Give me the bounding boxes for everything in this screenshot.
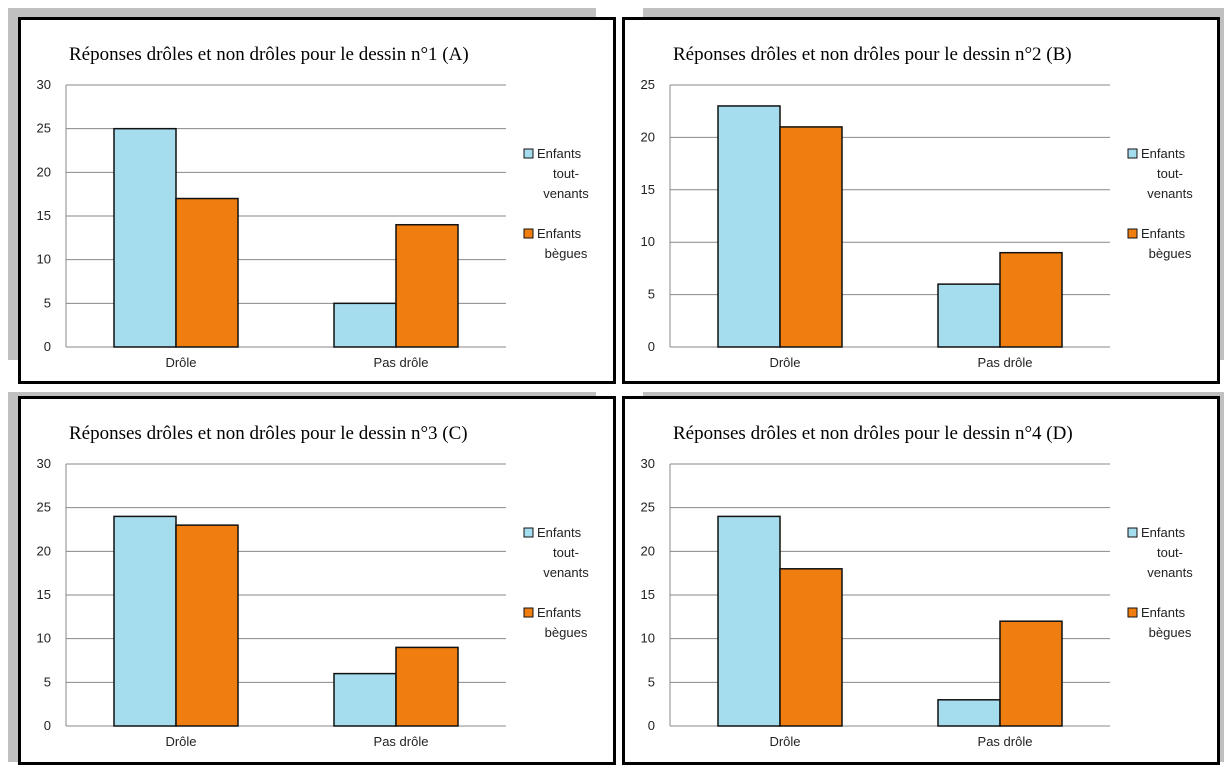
- y-tick-label: 5: [44, 295, 51, 310]
- legend-swatch: [523, 148, 534, 159]
- chart-panel-4: Réponses drôles et non drôles pour le de…: [622, 396, 1220, 765]
- y-tick-label: 25: [37, 500, 51, 515]
- bar-begues: [395, 223, 459, 348]
- y-tick-label: 0: [44, 339, 51, 354]
- y-tick-label: 15: [37, 208, 51, 223]
- y-tick-label: 20: [641, 543, 655, 558]
- x-tick-label: Pas drôle: [374, 355, 429, 370]
- legend-label: Enfants: [1141, 605, 1186, 620]
- y-tick-label: 25: [641, 500, 655, 515]
- y-tick-label: 5: [648, 287, 655, 302]
- y-tick-label: 20: [37, 543, 51, 558]
- y-tick-label: 5: [44, 674, 51, 689]
- y-tick-label: 0: [648, 339, 655, 354]
- y-tick-label: 20: [641, 129, 655, 144]
- legend-label: Enfants: [1141, 226, 1186, 241]
- y-tick-label: 25: [37, 121, 51, 136]
- chart-3: Réponses drôles et non drôles pour le de…: [37, 423, 590, 749]
- legend-swatch: [1127, 228, 1138, 239]
- bar-tout-venants: [333, 302, 397, 348]
- legend-label: bègues: [1149, 246, 1192, 261]
- y-tick-label: 0: [648, 718, 655, 733]
- bar-tout-venants: [113, 515, 177, 727]
- y-tick-label: 30: [641, 456, 655, 471]
- x-tick-label: Drôle: [165, 734, 196, 749]
- legend-label: Enfants: [537, 146, 582, 161]
- bar-tout-venants: [333, 672, 397, 727]
- y-tick-label: 10: [641, 234, 655, 249]
- bar-tout-venants: [717, 515, 781, 727]
- legend-label: Enfants: [1141, 525, 1186, 540]
- bar-begues: [779, 126, 843, 348]
- chart-title: Réponses drôles et non drôles pour le de…: [673, 44, 1072, 65]
- y-tick-label: 30: [37, 77, 51, 92]
- y-tick-label: 25: [641, 77, 655, 92]
- legend-label: Enfants: [537, 525, 582, 540]
- bar-begues: [999, 620, 1063, 727]
- legend-label: venants: [1147, 565, 1193, 580]
- y-tick-label: 15: [641, 587, 655, 602]
- legend-swatch: [1127, 607, 1138, 618]
- legend-label: venants: [543, 186, 589, 201]
- chart-2: Réponses drôles et non drôles pour le de…: [641, 44, 1194, 370]
- y-tick-label: 10: [37, 631, 51, 646]
- legend-swatch: [1127, 148, 1138, 159]
- y-tick-label: 10: [37, 252, 51, 267]
- y-tick-label: 15: [37, 587, 51, 602]
- legend-swatch: [523, 228, 534, 239]
- y-tick-label: 5: [648, 674, 655, 689]
- chart-panel-3: Réponses drôles et non drôles pour le de…: [18, 396, 616, 765]
- legend-label: tout-: [1157, 166, 1183, 181]
- bar-begues: [779, 568, 843, 727]
- legend-label: tout-: [553, 545, 579, 560]
- chart-1: Réponses drôles et non drôles pour le de…: [37, 44, 590, 370]
- y-tick-label: 15: [641, 182, 655, 197]
- bar-tout-venants: [717, 105, 781, 348]
- x-tick-label: Drôle: [769, 734, 800, 749]
- x-tick-label: Drôle: [769, 355, 800, 370]
- bar-tout-venants: [937, 283, 1001, 348]
- chart-4: Réponses drôles et non drôles pour le de…: [641, 423, 1194, 749]
- chart-title: Réponses drôles et non drôles pour le de…: [69, 44, 469, 65]
- legend-label: tout-: [553, 166, 579, 181]
- legend-label: Enfants: [537, 605, 582, 620]
- bar-begues: [999, 251, 1063, 348]
- legend-swatch: [523, 607, 534, 618]
- legend-label: bègues: [1149, 625, 1192, 640]
- legend-label: bègues: [545, 246, 588, 261]
- bar-begues: [175, 197, 239, 348]
- legend-label: venants: [543, 565, 589, 580]
- chart-panel-1: Réponses drôles et non drôles pour le de…: [18, 17, 616, 384]
- chart-title: Réponses drôles et non drôles pour le de…: [673, 423, 1073, 444]
- legend-label: venants: [1147, 186, 1193, 201]
- bar-begues: [175, 524, 239, 727]
- legend-label: Enfants: [1141, 146, 1186, 161]
- bar-tout-venants: [937, 699, 1001, 727]
- y-tick-label: 10: [641, 631, 655, 646]
- legend-label: Enfants: [537, 226, 582, 241]
- x-tick-label: Drôle: [165, 355, 196, 370]
- legend-swatch: [523, 527, 534, 538]
- bar-tout-venants: [113, 127, 177, 348]
- y-tick-label: 30: [37, 456, 51, 471]
- x-tick-label: Pas drôle: [978, 355, 1033, 370]
- chart-title: Réponses drôles et non drôles pour le de…: [69, 423, 468, 444]
- bar-begues: [395, 646, 459, 727]
- chart-panel-2: Réponses drôles et non drôles pour le de…: [622, 17, 1220, 384]
- legend-label: bègues: [545, 625, 588, 640]
- y-tick-label: 0: [44, 718, 51, 733]
- legend-swatch: [1127, 527, 1138, 538]
- y-tick-label: 20: [37, 164, 51, 179]
- legend-label: tout-: [1157, 545, 1183, 560]
- x-tick-label: Pas drôle: [978, 734, 1033, 749]
- x-tick-label: Pas drôle: [374, 734, 429, 749]
